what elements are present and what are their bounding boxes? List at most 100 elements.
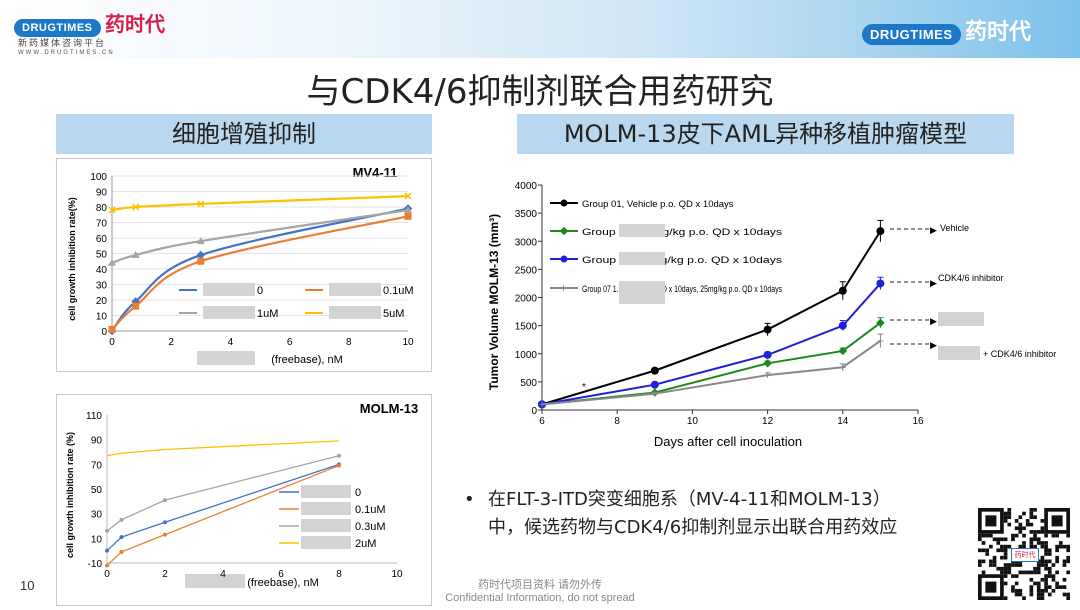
qr-module <box>1047 566 1052 571</box>
y-tick-label: 70 <box>96 219 108 230</box>
qr-module <box>1047 585 1052 589</box>
x-tick-label: 0 <box>109 337 115 348</box>
qr-logo: 药时代 <box>1011 548 1039 562</box>
y-tick-label: 0 <box>101 327 107 338</box>
qr-module <box>1051 574 1056 578</box>
x-tick-label: 0 <box>104 569 110 580</box>
qr-module <box>981 548 986 553</box>
data-point: ✕ <box>107 205 116 217</box>
qr-module <box>1018 570 1023 575</box>
redacted-drug-name <box>197 351 255 365</box>
x-tick-label: 6 <box>278 569 284 580</box>
data-point <box>119 517 124 522</box>
qr-module <box>1011 574 1015 578</box>
legend-label: 0.3uM <box>355 521 386 533</box>
qr-module <box>1033 581 1037 586</box>
data-point <box>119 549 124 554</box>
x-tick-label: 6 <box>287 337 293 348</box>
qr-module <box>978 533 982 538</box>
qr-module <box>1003 581 1008 586</box>
qr-module <box>1051 588 1056 593</box>
qr-module <box>1003 555 1008 560</box>
qr-module <box>1040 541 1045 545</box>
qr-module <box>1033 537 1037 542</box>
y-tick-label: 90 <box>96 188 108 199</box>
qr-module <box>1047 552 1052 556</box>
data-point <box>876 227 885 236</box>
qr-module <box>1044 559 1048 564</box>
qr-module <box>1044 548 1048 553</box>
y-tick-label: 30 <box>96 281 108 292</box>
x-tick-label: 10 <box>402 337 414 348</box>
qr-module <box>1018 530 1023 534</box>
y-axis-label: cell growth inhibition rate(%) <box>67 197 77 321</box>
redacted-drug-name <box>329 306 381 319</box>
qr-module <box>1055 581 1059 586</box>
qr-module <box>1018 588 1023 593</box>
data-point: + <box>839 360 846 374</box>
redacted-drug-name <box>619 252 665 265</box>
x-tick-label: 16 <box>912 416 924 427</box>
data-point: ✕ <box>196 199 205 211</box>
x-tick-label: 4 <box>220 569 226 580</box>
qr-module <box>1029 530 1034 534</box>
qr-module <box>1066 555 1070 560</box>
qr-module <box>1066 548 1070 553</box>
data-point <box>838 346 848 356</box>
x-tick-label: 6 <box>539 416 545 427</box>
qr-module <box>1040 588 1045 593</box>
qr-module <box>1055 548 1059 553</box>
data-point <box>650 366 659 375</box>
legend-label: 0.1uM <box>355 504 386 516</box>
x-tick-label: 14 <box>837 416 849 427</box>
footer-note: 药时代项目资料 请勿外传 Confidential Information, d… <box>390 576 690 604</box>
brand-logo-left: DRUGTIMES 药时代 <box>14 8 165 37</box>
footer-line-1: 药时代项目资料 请勿外传 <box>477 579 603 591</box>
data-point: + <box>764 368 771 382</box>
qr-module <box>1044 581 1048 586</box>
data-point <box>838 286 847 295</box>
data-point <box>108 325 116 333</box>
qr-module <box>1055 555 1059 560</box>
chart-tumor-volume: Tumor Volume MOLM-13 (mm³) Days after ce… <box>478 172 1078 458</box>
qr-module <box>1033 570 1037 575</box>
left-section-title: 细胞增殖抑制 <box>56 114 432 154</box>
series-line <box>106 463 340 552</box>
data-point: ✕ <box>131 202 140 214</box>
qr-module <box>1018 526 1023 531</box>
qr-module <box>1014 588 1019 593</box>
redacted-drug-name <box>301 485 351 498</box>
data-point <box>337 463 341 468</box>
legend-label: 5uM <box>383 308 404 320</box>
y-tick-label: 10 <box>91 534 103 545</box>
qr-module <box>1044 588 1048 593</box>
legend-label: Group 07 1.5mg/kg p.o. QD x 10days, 25mg… <box>582 284 782 294</box>
legend-label: 2uM <box>355 538 376 550</box>
annotation-label: CDK4/6 inhibitor <box>938 273 1004 283</box>
qr-module <box>1007 522 1012 527</box>
legend: Group 01, Vehicle p.o. QD x 10days Group… <box>550 199 782 304</box>
y-tick-label: 60 <box>96 234 108 245</box>
qr-module <box>1014 519 1019 523</box>
qr-module <box>1007 511 1012 516</box>
qr-module <box>1029 585 1034 589</box>
y-tick-label: 3500 <box>515 209 538 220</box>
series-line <box>111 195 409 212</box>
qr-module <box>985 548 990 553</box>
qr-module <box>1007 563 1012 567</box>
qr-module <box>1003 548 1008 553</box>
qr-module <box>1022 570 1026 575</box>
series-line <box>106 464 340 566</box>
redacted-drug-name <box>329 283 381 296</box>
y-tick-label: 3000 <box>515 237 538 248</box>
qr-module <box>1003 552 1008 556</box>
qr-module <box>1055 533 1059 538</box>
qr-module <box>1029 515 1034 520</box>
redacted-drug-name <box>619 224 665 237</box>
redacted-drug-name <box>619 281 665 294</box>
qr-module <box>1033 533 1037 538</box>
data-point <box>197 257 205 265</box>
significance-marker: * <box>582 382 586 393</box>
bullet-line-1: 在FLT-3-ITD突变细胞系（MV-4-11和MOLM-13） <box>488 489 891 510</box>
qr-module <box>1066 592 1070 597</box>
